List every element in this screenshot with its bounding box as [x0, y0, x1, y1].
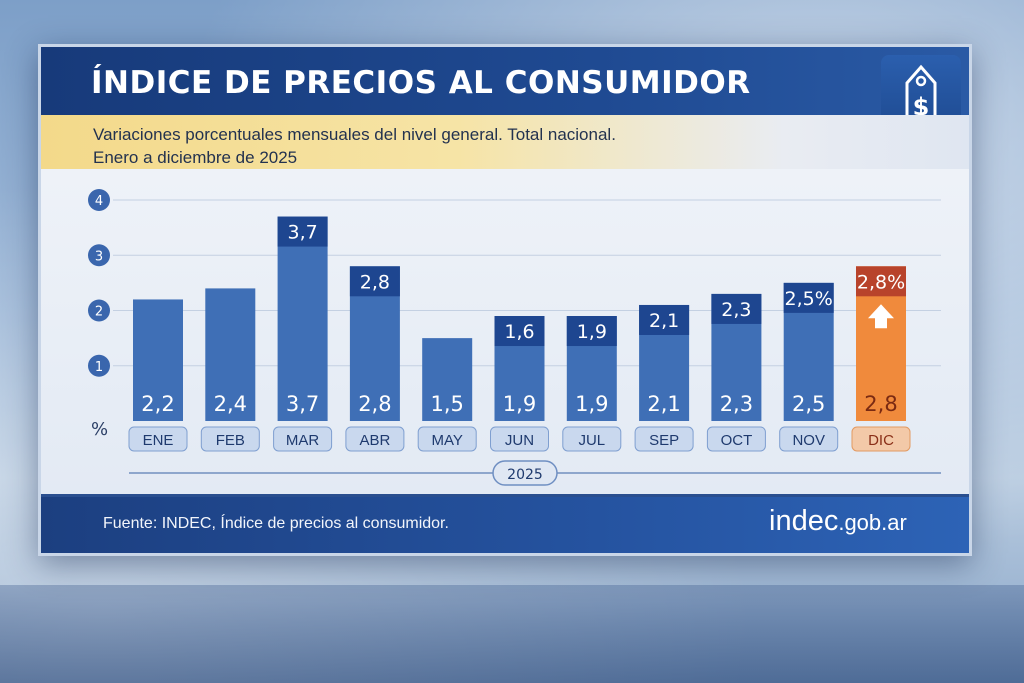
subtitle: Variaciones porcentuales mensuales del n… — [93, 123, 616, 169]
category-pill — [128, 426, 188, 452]
bar-top-label: 2,8% — [857, 271, 905, 293]
category-label: FEB — [216, 432, 245, 449]
bar-top-label-box — [639, 304, 690, 335]
category-label: OCT — [721, 432, 753, 449]
category-pill — [200, 426, 260, 452]
bar-value-label: 2,3 — [720, 392, 753, 416]
category-pill — [779, 426, 839, 452]
ytick-badge — [88, 244, 110, 267]
bar-value-label: 3,7 — [286, 392, 319, 416]
bar-top-label-box — [277, 216, 328, 247]
category-label: JUN — [505, 432, 534, 449]
brand-suffix: .gob.ar — [838, 510, 907, 535]
ytick-badge — [88, 189, 110, 211]
brand-logo: indec.gob.ar — [769, 505, 907, 538]
bar-value-label: 2,5 — [792, 392, 825, 416]
brand-main: indec — [769, 505, 839, 537]
header-band — [41, 47, 969, 115]
category-pill — [490, 426, 549, 452]
y-axis-unit: % — [91, 419, 108, 440]
category-pill — [273, 426, 333, 452]
subtitle-band — [41, 115, 969, 169]
category-label: JUL — [578, 432, 605, 449]
bar-top-label-box — [783, 282, 834, 313]
bar-top-label: 2,1 — [649, 310, 679, 332]
bar-value-label: 2,8 — [864, 392, 897, 416]
ytick-label: 3 — [95, 249, 103, 264]
bar-value-label: 2,2 — [141, 392, 174, 416]
bar — [277, 216, 328, 421]
category-label: ENE — [143, 432, 174, 449]
category-label: ABR — [359, 432, 390, 449]
background-floor — [0, 585, 1024, 683]
bar — [133, 299, 183, 421]
bar-value-label: 2,1 — [647, 392, 680, 416]
category-pill — [634, 426, 694, 452]
bar-top-label: 2,5% — [785, 288, 833, 310]
category-label: MAY — [431, 432, 462, 449]
x-axis-label: 2025 — [507, 467, 543, 483]
bar-value-label: 2,4 — [214, 392, 247, 416]
infographic-panel: ÍNDICE DE PRECIOS AL CONSUMIDOR $ Variac… — [38, 44, 972, 556]
bar-top-label-box — [711, 293, 762, 324]
bar-value-label: 1,5 — [430, 392, 463, 416]
subtitle-line-2: Enero a diciembre de 2025 — [93, 148, 298, 167]
ytick-label: 4 — [95, 194, 103, 209]
category-label: NOV — [792, 432, 825, 449]
year-badge — [492, 460, 558, 486]
category-pill — [851, 426, 911, 452]
category-label: MAR — [286, 432, 320, 449]
ytick-badge — [88, 354, 110, 377]
bar-top-label-box — [349, 266, 400, 297]
page-title: ÍNDICE DE PRECIOS AL CONSUMIDOR — [91, 65, 751, 101]
bar-chart: 1 2 3 4% 2,2 ENE 2,4 FEB 3,7 3,7 MAR 2,8 2,8 ABR 1,5 MA… — [88, 189, 941, 486]
bar-value-label: 1,9 — [575, 392, 608, 416]
bar — [205, 288, 256, 421]
bar-top-label: 1,9 — [577, 321, 607, 343]
bar-top-label-box — [494, 316, 545, 347]
bar-top-label: 2,8 — [360, 271, 390, 293]
bar-top-label-box — [856, 266, 906, 297]
bar-top-label: 2,3 — [721, 299, 751, 321]
ytick-label: 2 — [95, 305, 103, 320]
category-pill — [706, 426, 766, 452]
source-note: Fuente: INDEC, Índice de precios al cons… — [103, 515, 449, 532]
bar-value-label: 2,8 — [358, 392, 391, 416]
bar-top-label-box — [566, 316, 617, 347]
bar-top-label: 1,6 — [504, 321, 534, 343]
subtitle-line-1: Variaciones porcentuales mensuales del n… — [93, 125, 616, 144]
category-label: DIC — [868, 432, 894, 449]
bar — [422, 338, 473, 421]
bar-value-label: 1,9 — [503, 392, 536, 416]
category-label: SEP — [649, 432, 679, 449]
up-arrow-icon — [868, 304, 894, 329]
footer-band — [41, 497, 969, 553]
svg-text:$: $ — [913, 93, 930, 121]
bar-top-label: 3,7 — [287, 222, 317, 244]
ytick-badge — [88, 299, 110, 322]
ytick-label: 1 — [95, 360, 103, 375]
category-pill — [417, 426, 477, 452]
category-pill — [345, 426, 405, 452]
category-pill — [562, 426, 622, 452]
